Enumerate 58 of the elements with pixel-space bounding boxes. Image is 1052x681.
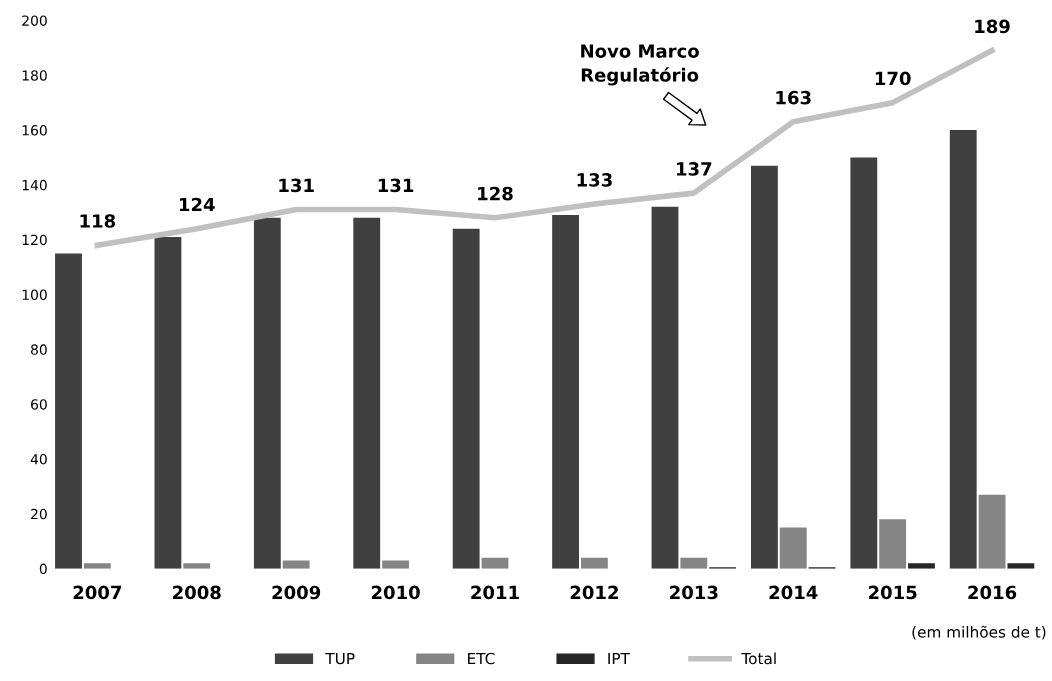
y-tick-label: 140 [22, 179, 47, 191]
bar [452, 228, 480, 569]
y-tick-label: 20 [31, 508, 47, 520]
data-label: 128 [478, 186, 513, 201]
y-tick-label: 80 [31, 344, 47, 355]
data-label: 170 [875, 71, 911, 86]
y-tick-label: 0 [39, 563, 47, 575]
y-tick-label: 40 [30, 453, 47, 465]
annotation: Novo Marco Regulatório [581, 44, 699, 86]
bar [978, 494, 1006, 569]
bar [908, 563, 935, 569]
bar [382, 560, 409, 569]
legend-label: ETC [468, 652, 495, 665]
x-tick-label: 2014 [769, 585, 818, 600]
data-label: 189 [975, 19, 1010, 34]
bar [55, 253, 82, 569]
y-tick-label: 200 [22, 15, 47, 26]
x-tick-label: 2009 [272, 585, 321, 600]
y-tick-label: 160 [22, 125, 47, 136]
data-label: 137 [677, 162, 712, 176]
x-tick-label: 2013 [670, 585, 718, 600]
x-tick-label: 2012 [570, 585, 618, 600]
bar [949, 130, 977, 569]
bar [680, 557, 708, 569]
bar [83, 563, 111, 569]
bar [580, 557, 608, 569]
text: (em milhões de t) [912, 625, 1046, 640]
data-label: 131 [279, 178, 314, 193]
x-tick-label: 2015 [868, 585, 917, 600]
bar [552, 215, 579, 569]
bar [183, 563, 211, 569]
y-tick-label: 120 [22, 234, 47, 246]
bar [850, 157, 878, 569]
x-tick-label: 2011 [471, 585, 519, 600]
bar [253, 217, 281, 569]
bar [779, 527, 807, 569]
legend-label: TUP [325, 652, 355, 665]
x-tick-label: 2016 [968, 585, 1017, 600]
bar [154, 236, 182, 569]
x-tick-label: 2007 [73, 585, 122, 600]
legend-label: IPT [608, 652, 630, 665]
data-label: 131 [378, 178, 414, 193]
legend-label: Total [741, 652, 776, 665]
bar [282, 560, 310, 569]
bar [1007, 563, 1035, 569]
x-tick-label: 2008 [173, 585, 221, 600]
data-label: 163 [776, 90, 811, 105]
data-label: 133 [577, 173, 612, 187]
y-tick-label: 180 [22, 70, 47, 81]
data-label: 124 [179, 197, 215, 212]
x-tick-label: 2010 [371, 585, 420, 600]
bar [651, 206, 679, 569]
bar [879, 519, 907, 569]
bar [750, 165, 778, 569]
y-tick-label: 60 [31, 399, 47, 410]
bar [353, 217, 381, 569]
data-label: 118 [80, 214, 116, 228]
y-tick-label: 100 [22, 289, 47, 301]
